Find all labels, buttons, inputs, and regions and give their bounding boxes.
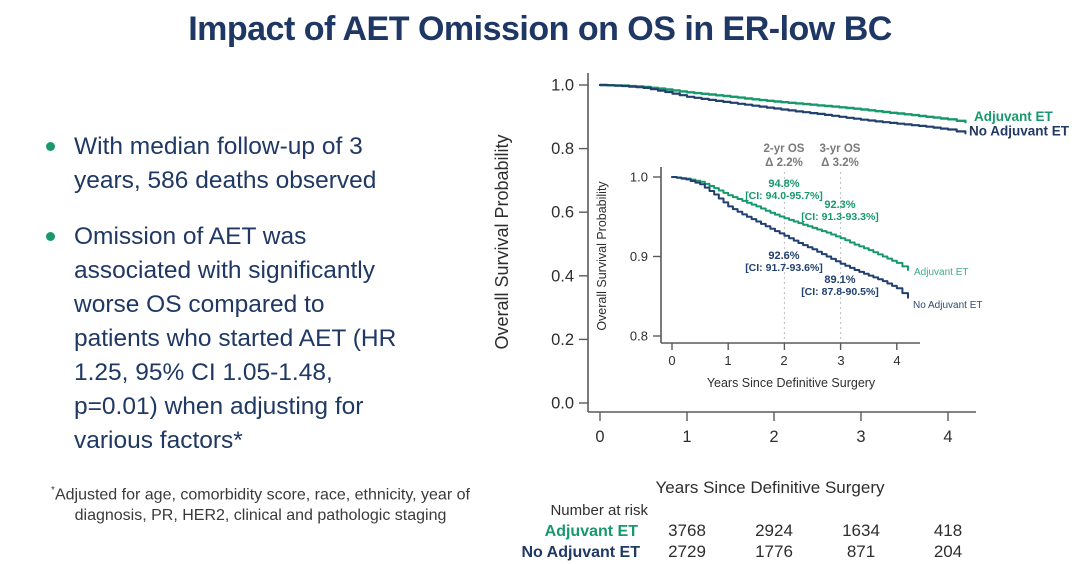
main-y-tick-label: 0.6: [551, 204, 574, 222]
main-plot: 1.0 0.8 0.6 0.4 0.2 0.0 0 1 2 3 4 Overal…: [492, 73, 1070, 497]
risk-value: 204: [934, 542, 962, 561]
inset-x-tick-label: 3: [837, 353, 844, 368]
estimate-no-adjuvant-2yr-ci: [CI: 91.7-93.6%]: [745, 262, 823, 274]
bullet-line: worse OS compared to: [74, 291, 325, 318]
delta-2yr-title: 2-yr OS: [764, 143, 805, 155]
inset-y-axis-label: Overall Survival Probability: [595, 181, 609, 331]
main-y-tick-label: 0.4: [551, 267, 574, 285]
risk-value: 1776: [755, 542, 793, 561]
bullet-line: associated with significantly: [74, 257, 375, 284]
inset-x-tick-label: 0: [668, 353, 675, 368]
risk-value: 3768: [668, 521, 706, 540]
inset-x-tick-label: 4: [893, 353, 900, 368]
inset-x-axis-label: Years Since Definitive Surgery: [707, 376, 876, 390]
bullet-line: various factors*: [74, 427, 243, 454]
adjuvant-et-curve-inset: [671, 176, 909, 271]
bullet-line: With median follow-up of 3: [74, 133, 363, 160]
inset-x-tick-label: 2: [780, 353, 787, 368]
inset-adjuvant-et-label: Adjuvant ET: [914, 267, 968, 278]
footnote-asterisk: *: [51, 485, 55, 496]
risk-value: 871: [847, 542, 875, 561]
bullet-line: 1.25, 95% CI 1.05-1.48,: [74, 359, 333, 386]
bullet-dot-icon: [46, 232, 55, 241]
main-y-tick-label: 0.2: [551, 331, 574, 349]
footnote-text: Adjusted for age, comorbidity score, rac…: [54, 486, 470, 504]
main-y-axis-label: Overall Survival Probability: [492, 134, 512, 349]
estimate-no-adjuvant-3yr-ci: [CI: 87.8-90.5%]: [801, 286, 879, 298]
inset-y-tick-label: 0.9: [630, 249, 648, 264]
delta-3yr-value: Δ 3.2%: [821, 157, 859, 169]
no-adjuvant-et-curve-inset: [671, 176, 909, 299]
estimate-no-adjuvant-3yr: 89.1%: [824, 274, 855, 286]
risk-value: 418: [934, 521, 962, 540]
risk-value: 2924: [755, 521, 793, 540]
bullet-line: Omission of AET was: [74, 223, 307, 250]
delta-3yr-title: 3-yr OS: [820, 143, 861, 155]
inset-plot: 1.0 0.9 0.8 0 1 2 3 4 Overall Survival P…: [595, 167, 982, 390]
bullet-line: years, 586 deaths observed: [74, 167, 377, 194]
main-x-tick-label: 1: [682, 428, 691, 446]
delta-2yr-value: Δ 2.2%: [765, 157, 803, 169]
bullet-text: With median follow-up of 3 years, 586 de…: [74, 130, 376, 198]
risk-row-adjuvant-label: Adjuvant ET: [545, 523, 639, 540]
main-x-tick-label: 2: [769, 428, 778, 446]
no-adjuvant-et-curve-main: [598, 83, 967, 135]
inset-x-tick-label: 1: [724, 353, 731, 368]
main-y-tick-label: 0.0: [551, 395, 574, 413]
slide-title: Impact of AET Omission on OS in ER-low B…: [188, 10, 892, 48]
bullet-line: patients who started AET (HR: [74, 325, 397, 352]
main-x-tick-label: 3: [856, 428, 865, 446]
main-y-tick-label: 1.0: [551, 77, 574, 95]
os-delta-annotations: 2-yr OS Δ 2.2% 3-yr OS Δ 3.2%: [764, 143, 861, 169]
bullet-text: Omission of AET was associated with sign…: [74, 220, 396, 458]
estimate-adjuvant-3yr: 92.3%: [824, 199, 855, 211]
bullet-item: With median follow-up of 3 years, 586 de…: [28, 130, 442, 198]
main-x-tick-label: 0: [595, 428, 604, 446]
inset-y-tick-label: 0.8: [630, 329, 648, 344]
risk-row-no-adjuvant-label: No Adjuvant ET: [521, 544, 640, 561]
risk-value: 1634: [842, 521, 880, 540]
main-x-tick-label: 4: [943, 428, 952, 446]
number-at-risk-header: Number at risk: [550, 502, 648, 519]
footnote-line: diagnosis, PR, HER2, clinical and pathol…: [74, 507, 447, 525]
main-x-axis-label: Years Since Definitive Surgery: [656, 478, 885, 497]
bullet-dot-icon: [46, 142, 55, 151]
footnote: *Adjusted for age, comorbidity score, ra…: [8, 480, 513, 526]
estimate-no-adjuvant-2yr: 92.6%: [768, 250, 799, 262]
bullet-line: p=0.01) when adjusting for: [74, 393, 364, 420]
inset-no-adjuvant-et-label: No Adjuvant ET: [913, 300, 982, 311]
number-at-risk-table: Number at risk Adjuvant ET 3768 2924 163…: [521, 502, 962, 561]
bullet-item: Omission of AET was associated with sign…: [28, 220, 442, 458]
estimate-adjuvant-2yr-ci: [CI: 94.0-95.7%]: [745, 190, 823, 202]
no-adjuvant-et-legend-label: No Adjuvant ET: [969, 124, 1070, 139]
adjuvant-et-legend-label: Adjuvant ET: [974, 109, 1054, 124]
bullet-list: With median follow-up of 3 years, 586 de…: [28, 130, 442, 480]
adjuvant-et-curve-main: [598, 83, 967, 124]
risk-value: 2729: [668, 542, 706, 561]
inset-y-tick-label: 1.0: [630, 170, 648, 185]
footnote-line: *Adjusted for age, comorbidity score, ra…: [8, 480, 513, 505]
estimate-adjuvant-2yr: 94.8%: [768, 178, 799, 190]
estimate-adjuvant-3yr-ci: [CI: 91.3-93.3%]: [801, 211, 879, 223]
main-y-tick-label: 0.8: [551, 140, 574, 158]
km-survival-chart: 1.0 0.8 0.6 0.4 0.2 0.0 0 1 2 3 4 Overal…: [492, 73, 1070, 561]
